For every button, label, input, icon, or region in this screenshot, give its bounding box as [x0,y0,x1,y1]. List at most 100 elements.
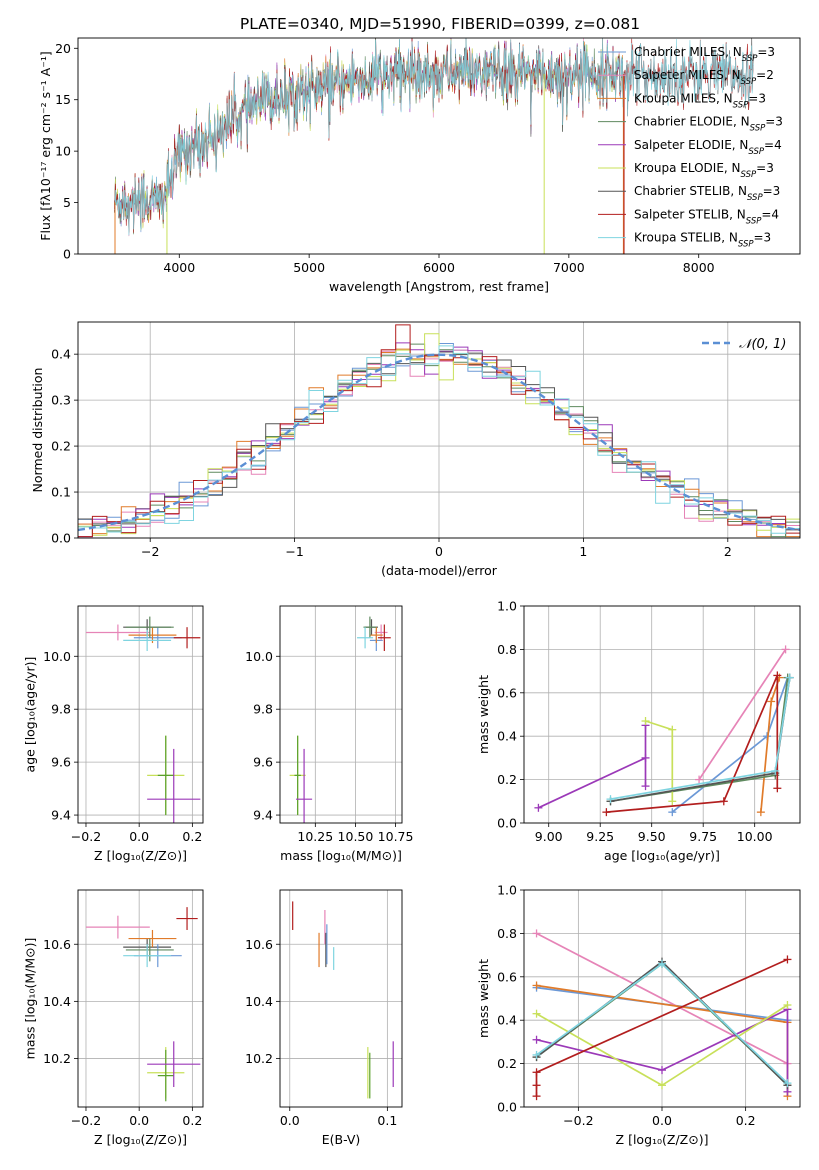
y-tick-label: 0.0 [497,816,517,831]
axes-spectrum: 4000 5000 6000 7000 8000 0 5 10 15 20 wavelength [… [38,37,801,294]
y-tick-label: 9.6 [51,755,71,770]
weight-line [610,677,791,800]
y-tick-label: 0.1 [51,485,71,500]
x-tick-label: 10.25 [297,829,333,844]
weight-line [671,677,789,813]
legend-label: Chabrier STELIB, NSSP=3 [634,184,780,203]
axes-mass_vs_Z: −0.2 0.0 0.2 10.2 10.4 10.6 Z [log₁₀(Z/Z⊙)] mas… [23,889,204,1147]
legend-label: Chabrier MILES, NSSP=3 [634,45,775,64]
x-tick-label: −0.2 [71,829,101,844]
x-tick-label: 5000 [293,260,325,275]
weight-line [606,675,779,813]
x-axis-label: Z [log₁₀(Z/Z⊙)] [616,1132,709,1147]
y-tick-label: 20 [55,41,71,56]
y-tick-label: 10 [55,144,71,159]
y-tick-label: 0.2 [497,1056,517,1071]
weight-line [536,932,788,1065]
weight-line [536,1008,789,1092]
axes-frame [77,37,801,255]
legend-label: Salpeter STELIB, NSSP=4 [634,207,779,226]
weight-line [535,958,788,1097]
y-axis-label: mass [log₁₀(M/M⊙)] [23,938,38,1060]
x-tick-label: 0.2 [182,829,202,844]
y-tick-label: 1.0 [497,883,517,898]
legend-label: 𝒩(0, 1) [739,337,786,352]
y-tick-label: 9.4 [253,808,273,823]
legend-label: Salpeter ELODIE, NSSP=4 [634,138,782,157]
x-axis-label: Z [log₁₀(Z/Z⊙)] [94,848,187,863]
x-tick-label: 6000 [423,260,455,275]
plot-area-residual_histogram [78,324,800,538]
x-tick-label: 9.25 [586,829,614,844]
y-tick-label: 10.6 [43,937,71,952]
y-tick-label: 10.0 [43,649,71,664]
y-axis-label: age [log₁₀(age/yr)] [23,657,38,773]
plot-area-spectrum [114,38,754,254]
x-tick-label: 7000 [553,260,585,275]
y-tick-label: 0.8 [497,642,517,657]
y-tick-label: 0.4 [51,347,71,362]
plot-area-age_vs_mass [289,616,391,823]
x-tick-label: 9.50 [638,829,666,844]
y-tick-label: 0.6 [497,685,517,700]
y-tick-label: 0.2 [497,772,517,787]
x-tick-label: 2 [724,544,732,559]
y-tick-label: 0.4 [497,729,517,744]
plot-area-weight_vs_age [534,645,794,817]
plot-area-mass_vs_EBV [292,901,394,1099]
axes-frame [523,605,801,824]
axes-residual_histogram: −2 −1 0 1 2 0.0 0.1 0.2 0.3 0.4 (data-model)/error… [30,321,801,578]
x-axis-label: wavelength [Angstrom, rest frame] [329,279,549,294]
y-tick-label: 0.4 [497,1013,517,1028]
y-axis-label: Flux [fλ10⁻¹⁷ erg cm⁻² s⁻¹ A⁻¹] [38,51,53,240]
axes-weight_vs_age: 9.00 9.25 9.50 9.75 10.00 0.0 0.2 0.4 0.6 0.8 1.0 a… [476,599,801,863]
x-axis-label: (data-model)/error [381,563,498,578]
y-tick-label: 10.4 [245,994,273,1009]
x-tick-label: 0.0 [652,1113,672,1128]
plot-area-weight_vs_Z [532,929,792,1101]
y-tick-label: 0.0 [51,531,71,546]
spectrum-line [114,38,624,237]
x-tick-label: 9.00 [535,829,563,844]
x-tick-label: −0.2 [563,1113,593,1128]
x-tick-label: 9.75 [689,829,717,844]
spectrum-line [114,38,754,236]
x-axis-label: age [log₁₀(age/yr)] [604,848,720,863]
y-axis-label: mass weight [476,675,491,754]
y-tick-label: 10.2 [43,1051,71,1066]
y-axis-label: Normed distribution [30,368,45,493]
legend-label: Kroupa STELIB, NSSP=3 [634,231,771,250]
y-tick-label: 9.8 [51,702,71,717]
x-axis-label: E(B-V) [322,1132,361,1147]
legend: 𝒩(0, 1) [702,337,786,352]
plot-area-age_vs_Z [85,616,201,823]
x-tick-label: 0 [435,544,443,559]
x-tick-label: −2 [141,544,159,559]
legend-label: Kroupa ELODIE, NSSP=3 [634,161,774,180]
axes-mass_vs_EBV: 0.0 0.1 10.2 10.4 10.6 E(B-V) [245,889,403,1147]
x-tick-label: 1 [579,544,587,559]
y-tick-label: 1.0 [497,599,517,614]
x-tick-label: 0.0 [129,829,149,844]
x-tick-label: −1 [285,544,303,559]
y-tick-label: 9.6 [253,755,273,770]
y-tick-label: 10.0 [245,649,273,664]
x-tick-label: 4000 [163,260,195,275]
x-tick-label: 10.75 [378,829,414,844]
y-tick-label: 10.4 [43,994,71,1009]
axes-age_vs_mass: 10.25 10.50 10.75 9.4 9.6 9.8 10.0 mass [log₁₀(… [245,605,414,863]
axes-frame [279,889,403,1108]
axes-frame [279,605,403,824]
x-tick-label: 0.0 [129,1113,149,1128]
y-tick-label: 0.3 [51,393,71,408]
spectrum-line [114,38,624,228]
weight-line [698,648,787,781]
spectrum-line [114,38,624,229]
x-axis-label: Z [log₁₀(Z/Z⊙)] [94,1132,187,1147]
y-tick-label: 0.6 [497,969,517,984]
figure-title: PLATE=0340, MJD=51990, FIBERID=0399, z=0… [240,15,640,33]
spectrum-line [114,38,624,233]
x-tick-label: 0.0 [280,1113,300,1128]
